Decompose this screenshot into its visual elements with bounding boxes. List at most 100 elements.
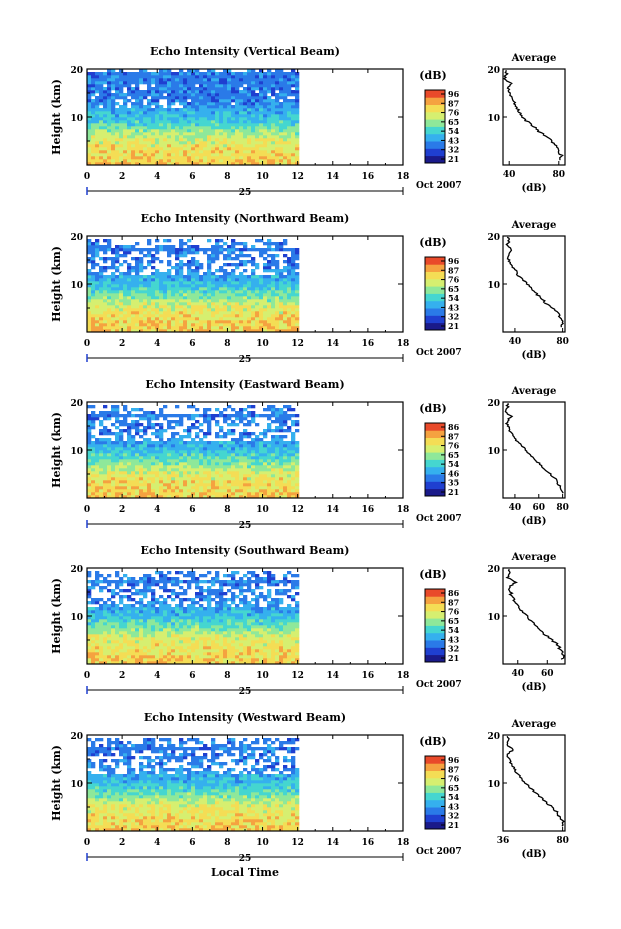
colorbar-segment xyxy=(425,315,445,324)
colorbar-segment xyxy=(425,437,445,446)
y-axis-label: Height (km) xyxy=(50,745,63,821)
colorbar-segment xyxy=(425,821,445,830)
average-title: Average xyxy=(511,719,557,730)
colorbar-frame xyxy=(424,755,446,830)
x-tick-label: 0 xyxy=(84,339,90,349)
x-tick-label: 8 xyxy=(224,505,230,515)
colorbar-segment xyxy=(425,792,445,801)
x-tick-label: 0 xyxy=(84,505,90,515)
colorbar-segment xyxy=(425,90,445,98)
y-tick-label: 10 xyxy=(70,281,83,291)
panel-title: Echo Intensity (Eastward Beam) xyxy=(145,378,344,391)
x-tick-label: 6 xyxy=(189,505,195,515)
colorbar-unit: (dB) xyxy=(419,236,446,249)
heatmap-cells xyxy=(87,239,300,333)
colorbar-tick-label: 65 xyxy=(448,616,459,626)
colorbar-segment xyxy=(425,308,445,316)
colorbar-segment xyxy=(425,647,445,656)
x-tick-label: 4 xyxy=(154,339,160,349)
heatmap-cells xyxy=(87,69,300,166)
colorbar-unit: (dB) xyxy=(419,735,446,748)
average-profile-line xyxy=(505,236,564,328)
x-tick-label: 6 xyxy=(189,671,195,681)
colorbar-tick-label: 43 xyxy=(448,302,460,312)
colorbar-tick-label: 43 xyxy=(448,634,460,644)
colorbar-segment xyxy=(425,603,445,612)
y-axis-label: Height (km) xyxy=(50,79,63,155)
y-axis-label: Height (km) xyxy=(50,246,63,322)
x-tick-label: 12 xyxy=(291,172,304,182)
colorbar-tick-label: 46 xyxy=(448,468,460,478)
heatmap-cells xyxy=(87,405,300,499)
x-tick-label: 12 xyxy=(291,671,304,681)
avg-y-tick-label: 10 xyxy=(487,780,500,790)
date-day-label: 25 xyxy=(239,355,252,365)
y-axis-label: Height (km) xyxy=(50,578,63,654)
colorbar-segment xyxy=(425,278,445,287)
average-profile-line xyxy=(505,568,565,660)
x-tick-label: 2 xyxy=(119,505,125,515)
colorbar-segment xyxy=(425,322,445,331)
x-tick-label: 14 xyxy=(327,505,340,515)
avg-y-tick-label: 10 xyxy=(487,613,500,623)
colorbar-tick-label: 54 xyxy=(448,792,460,802)
colorbar-tick-label: 43 xyxy=(448,135,460,145)
x-tick-label: 10 xyxy=(256,505,269,515)
colorbar-segment xyxy=(425,111,445,120)
colorbar-tick-label: 87 xyxy=(448,431,459,441)
average-profile-line xyxy=(506,735,565,827)
x-tick-label: 6 xyxy=(189,172,195,182)
panel-3: Echo Intensity (Eastward Beam)0 2 4 6 8 10 12 1… xyxy=(50,378,569,531)
colorbar-segment xyxy=(425,474,445,482)
y-tick-label: 10 xyxy=(70,114,83,124)
date-day-label: 25 xyxy=(239,687,252,697)
colorbar-frame xyxy=(424,588,446,663)
x-tick-label: 16 xyxy=(362,671,375,681)
x-axis-label: Local Time xyxy=(211,866,279,879)
x-tick-label: 18 xyxy=(397,339,410,349)
colorbar-tick-label: 76 xyxy=(448,441,460,451)
x-tick-label: 4 xyxy=(154,838,160,848)
x-tick-label: 4 xyxy=(154,671,160,681)
panel-5: Echo Intensity (Westward Beam) 0 2 4 6 8 10 12 1… xyxy=(50,711,569,879)
x-tick-label: 8 xyxy=(224,671,230,681)
avg-x-tick-label: 36 xyxy=(497,836,510,846)
panel-title: Echo Intensity (Northward Beam) xyxy=(141,212,350,225)
colorbar-tick-label: 96 xyxy=(448,755,460,765)
avg-y-tick-label: 20 xyxy=(487,732,500,742)
colorbar-tick-label: 96 xyxy=(448,256,460,266)
panel-4: Echo Intensity (Southward Beam) 0 2 4 6 8 10 12… xyxy=(50,544,566,697)
colorbar-tick-label: 87 xyxy=(448,764,459,774)
colorbar-unit: (dB) xyxy=(419,402,446,415)
average-xlabel: (dB) xyxy=(522,183,547,194)
x-tick-label: 18 xyxy=(397,671,410,681)
avg-y-tick-label: 10 xyxy=(487,281,500,291)
date-month-label: Oct 2007 xyxy=(416,181,462,191)
x-tick-label: 10 xyxy=(256,838,269,848)
colorbar-tick-label: 54 xyxy=(448,459,460,469)
x-tick-label: 6 xyxy=(189,838,195,848)
avg-x-tick-label: 80 xyxy=(556,503,569,513)
colorbar-segment xyxy=(425,481,445,490)
colorbar-segment xyxy=(425,488,445,497)
colorbar-tick-label: 87 xyxy=(448,597,459,607)
colorbar-tick-label: 65 xyxy=(448,450,459,460)
colorbar-tick-label: 21 xyxy=(448,653,459,663)
x-tick-label: 0 xyxy=(84,172,90,182)
y-axis-label: Height (km) xyxy=(50,412,63,488)
x-tick-label: 16 xyxy=(362,505,375,515)
colorbar-segment xyxy=(425,430,445,438)
average-profile-line xyxy=(504,403,564,494)
colorbar-segment xyxy=(425,807,445,815)
colorbar-tick-label: 35 xyxy=(448,478,459,488)
x-tick-label: 6 xyxy=(189,339,195,349)
panel-title: Echo Intensity (Westward Beam) xyxy=(144,711,346,724)
colorbar-segment xyxy=(425,625,445,634)
average-xlabel: (dB) xyxy=(522,516,547,527)
colorbar-tick-label: 54 xyxy=(448,293,460,303)
panel-1: Echo Intensity (Vertical Beam) 0 2 4 6 8 10 12 1… xyxy=(50,45,566,198)
colorbar-tick-label: 87 xyxy=(448,265,459,275)
x-tick-label: 2 xyxy=(119,671,125,681)
